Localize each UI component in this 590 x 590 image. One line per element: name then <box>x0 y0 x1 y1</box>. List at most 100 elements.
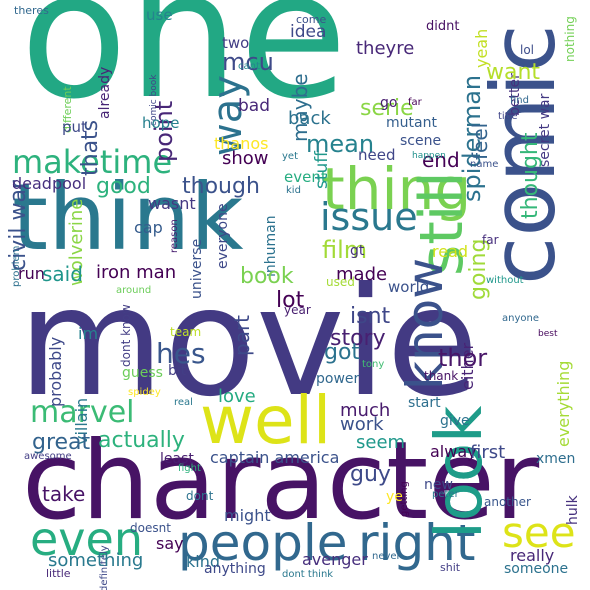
word: kind <box>186 552 221 571</box>
word: much <box>340 400 391 421</box>
word: lot <box>276 288 305 313</box>
word: run <box>18 264 45 283</box>
word: find <box>510 95 529 106</box>
word: bad <box>238 96 270 116</box>
word: character <box>22 419 540 544</box>
word: shit <box>440 561 461 574</box>
word: team <box>170 325 202 339</box>
word: got <box>324 340 361 365</box>
word: start <box>408 395 441 411</box>
word: marvel <box>30 395 135 430</box>
word: used <box>326 275 355 289</box>
word: go <box>380 95 398 111</box>
word: thought <box>518 132 543 219</box>
word: show <box>222 148 269 169</box>
word: dont know <box>119 304 133 367</box>
word: bit <box>168 363 187 379</box>
word: reason <box>169 219 180 253</box>
word: cap <box>134 218 163 237</box>
word: real <box>174 397 193 408</box>
word: first <box>470 442 506 463</box>
word: yet <box>282 151 298 162</box>
word: captain america <box>210 448 340 467</box>
word: im <box>78 324 99 343</box>
word: happen <box>412 151 446 161</box>
word: guy <box>350 462 391 487</box>
word: probably <box>46 336 65 407</box>
word: dont think <box>282 569 334 580</box>
word: another <box>484 495 531 509</box>
word: might <box>224 506 271 525</box>
word: serie <box>360 96 414 121</box>
word: far <box>482 233 499 247</box>
word: well <box>200 382 332 459</box>
word: great <box>32 430 91 455</box>
word: event <box>284 168 327 186</box>
word: xmen <box>536 451 576 467</box>
word: dont <box>186 489 214 503</box>
word: cant <box>238 61 260 72</box>
word: year <box>284 303 311 317</box>
word: hulk <box>565 495 581 525</box>
word: everything <box>554 360 573 447</box>
word: least <box>160 451 194 467</box>
word: going <box>466 238 491 300</box>
word: awesome <box>24 451 72 462</box>
word: think <box>12 164 244 271</box>
word: name <box>470 159 499 170</box>
word: seem <box>356 432 406 453</box>
word: deadpool <box>12 174 87 193</box>
word: anything <box>204 561 266 577</box>
word: work <box>340 414 384 435</box>
word: hope <box>142 114 180 132</box>
word: isnt <box>350 304 391 329</box>
word: already <box>97 66 113 119</box>
word: avenger <box>302 550 368 569</box>
word: scene <box>400 133 442 149</box>
word: kid <box>286 185 301 196</box>
word: tony <box>362 359 385 370</box>
word: two <box>222 34 250 52</box>
word: even <box>30 512 143 566</box>
word: theres <box>14 4 49 17</box>
word: actually <box>98 428 185 453</box>
word: nothing <box>563 16 577 62</box>
word: gt <box>350 243 365 259</box>
word: stuff <box>312 150 332 189</box>
word: idea <box>290 22 327 42</box>
word: need <box>358 146 396 164</box>
word: film <box>322 236 368 264</box>
word: though <box>182 174 260 199</box>
word: people <box>178 514 348 572</box>
word: mutant <box>386 115 437 131</box>
word: never <box>372 551 401 562</box>
word: story <box>330 326 386 351</box>
word: put <box>62 118 87 136</box>
word: far <box>408 97 422 108</box>
word: made <box>336 264 388 285</box>
word: want <box>486 60 541 85</box>
word: alway <box>430 442 477 461</box>
word: say <box>156 534 184 553</box>
word: issue <box>320 195 418 239</box>
word: without <box>486 275 524 286</box>
word: around <box>116 285 152 296</box>
word: book <box>240 264 294 289</box>
word: one <box>20 0 348 138</box>
word: movie <box>18 256 479 430</box>
word: someone <box>504 561 569 577</box>
word: doesnt <box>130 521 171 535</box>
word: thanos <box>214 134 269 153</box>
word: give <box>440 413 470 429</box>
word: come <box>296 13 327 26</box>
word: peter <box>432 489 459 500</box>
word: said <box>42 262 83 286</box>
word: wasnt <box>148 194 196 213</box>
word: power <box>316 371 360 387</box>
word: lol <box>520 43 535 57</box>
word: thor <box>438 344 488 372</box>
word: take <box>42 482 86 506</box>
word: spidey <box>128 387 161 398</box>
word: mean <box>306 130 375 158</box>
